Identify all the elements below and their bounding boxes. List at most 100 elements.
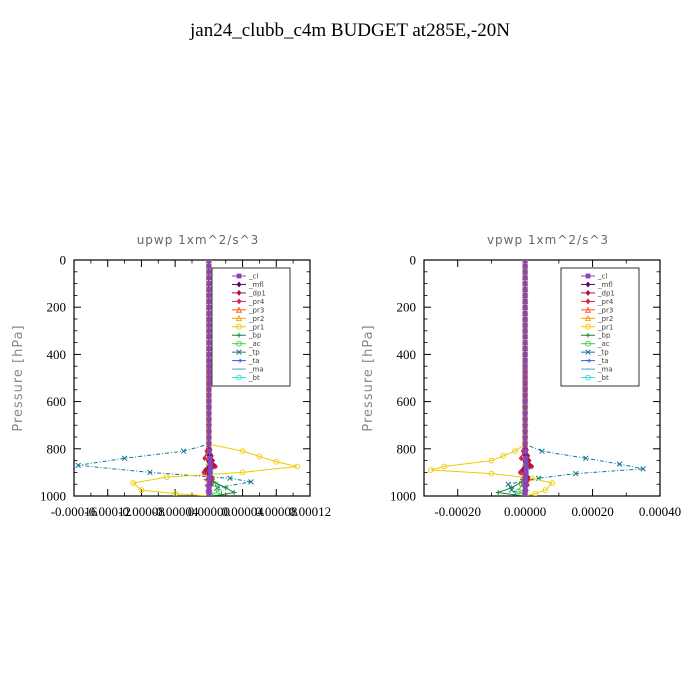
data-point bbox=[206, 363, 212, 369]
y-tick-label: 0 bbox=[410, 253, 417, 268]
x-axis-ticks: -0.00016-0.00012-0.00008-0.000040.000000… bbox=[51, 260, 331, 519]
legend-label: _pr4 bbox=[248, 298, 265, 306]
legend-label: _pr1 bbox=[597, 323, 613, 331]
legend-label: _ac bbox=[248, 340, 261, 348]
data-point bbox=[239, 448, 246, 455]
legend-marker bbox=[585, 332, 591, 338]
data-point bbox=[640, 466, 646, 472]
series-line bbox=[430, 260, 554, 496]
legend-label: _ac bbox=[597, 340, 610, 348]
data-point bbox=[522, 281, 528, 286]
data-point bbox=[522, 369, 528, 375]
data-point bbox=[522, 405, 528, 411]
data-point bbox=[500, 453, 507, 459]
data-point bbox=[206, 441, 212, 447]
data-point bbox=[505, 481, 512, 487]
data-point bbox=[223, 485, 229, 491]
data-point bbox=[206, 405, 212, 411]
legend-label: _pr2 bbox=[248, 315, 264, 323]
data-point bbox=[441, 463, 448, 470]
legend-marker bbox=[236, 323, 242, 330]
legend-marker bbox=[236, 349, 242, 355]
legend-label: _bp bbox=[248, 332, 262, 340]
y-axis-label: Pressure [hPa] bbox=[11, 324, 26, 431]
series-group bbox=[427, 260, 646, 496]
data-point bbox=[213, 463, 218, 470]
y-tick-label: 200 bbox=[47, 300, 67, 315]
data-point bbox=[239, 469, 246, 476]
y-tick-label: 0 bbox=[60, 253, 67, 268]
legend-label: _ta bbox=[248, 357, 260, 365]
data-point bbox=[147, 469, 153, 476]
x-tick-label: 0.00000 bbox=[188, 504, 230, 519]
data-point bbox=[488, 457, 495, 464]
y-tick-label: 400 bbox=[47, 347, 67, 362]
data-point bbox=[206, 340, 212, 345]
legend-marker bbox=[585, 323, 591, 330]
legend-marker bbox=[585, 298, 591, 305]
panel-title: vpwp 1xm^2/s^3 bbox=[487, 233, 609, 247]
data-point bbox=[522, 363, 528, 369]
data-point bbox=[522, 293, 528, 298]
legend-box bbox=[211, 267, 291, 387]
series-cl bbox=[206, 260, 213, 496]
data-point bbox=[206, 411, 212, 417]
data-point bbox=[572, 470, 579, 477]
legend-marker bbox=[236, 358, 243, 363]
data-point bbox=[522, 298, 528, 304]
y-tick-label: 200 bbox=[397, 300, 417, 315]
legend-label: _ma bbox=[248, 366, 264, 374]
legend-label: _dp1 bbox=[597, 289, 615, 297]
data-point bbox=[163, 474, 170, 480]
y-tick-label: 1000 bbox=[40, 489, 66, 504]
data-point bbox=[542, 487, 549, 493]
data-point bbox=[523, 465, 529, 471]
legend-label: _ta bbox=[597, 357, 609, 365]
data-point bbox=[206, 298, 212, 304]
data-point bbox=[583, 455, 589, 461]
data-point bbox=[206, 399, 212, 404]
x-tick-label: 0.00040 bbox=[639, 504, 681, 519]
data-point bbox=[427, 467, 434, 473]
legend: _cl_mfl_dp1_pr4_pr3_pr2_pr1_bp_ac_tp_ta_… bbox=[211, 267, 291, 387]
data-point bbox=[522, 375, 528, 381]
legend-label: _dp1 bbox=[248, 289, 266, 297]
legend-marker bbox=[585, 340, 591, 347]
legend-marker bbox=[236, 332, 242, 338]
data-point bbox=[522, 417, 528, 423]
data-point bbox=[207, 455, 213, 461]
data-point bbox=[206, 263, 212, 269]
data-point bbox=[523, 474, 528, 480]
data-point bbox=[206, 316, 212, 322]
data-point bbox=[488, 470, 495, 477]
legend-label: _bt bbox=[248, 374, 260, 382]
data-point bbox=[522, 322, 528, 328]
data-point bbox=[206, 304, 212, 310]
data-point bbox=[207, 474, 213, 480]
data-point bbox=[206, 417, 212, 423]
data-point bbox=[522, 399, 528, 404]
y-tick-label: 800 bbox=[47, 441, 67, 456]
data-point bbox=[231, 490, 237, 495]
x-axis-ticks: -0.00020 0.00000 0.00020 0.00040 bbox=[434, 260, 681, 519]
data-point bbox=[522, 346, 528, 351]
data-point bbox=[522, 260, 528, 263]
x-tick-label: -0.00008 bbox=[118, 504, 165, 519]
data-point bbox=[206, 281, 212, 286]
x-tick-label: 0.00004 bbox=[221, 504, 264, 519]
x-tick-label: -0.00020 bbox=[434, 504, 481, 519]
legend-label: _pr2 bbox=[597, 315, 613, 323]
series-pr1 bbox=[427, 260, 555, 496]
x-tick-label: 0.00012 bbox=[289, 504, 331, 519]
data-point bbox=[130, 480, 136, 486]
legend-marker bbox=[584, 314, 592, 322]
legend-box bbox=[560, 267, 640, 387]
y-axis-ticks: 0 200 400 600 800 1000 bbox=[40, 253, 310, 504]
y-tick-label: 600 bbox=[47, 394, 67, 409]
legend-label: _ma bbox=[597, 366, 613, 374]
data-point bbox=[522, 484, 528, 489]
x-tick-label: 0.00008 bbox=[255, 504, 297, 519]
data-point bbox=[522, 310, 528, 316]
y-tick-label: 400 bbox=[397, 347, 417, 362]
